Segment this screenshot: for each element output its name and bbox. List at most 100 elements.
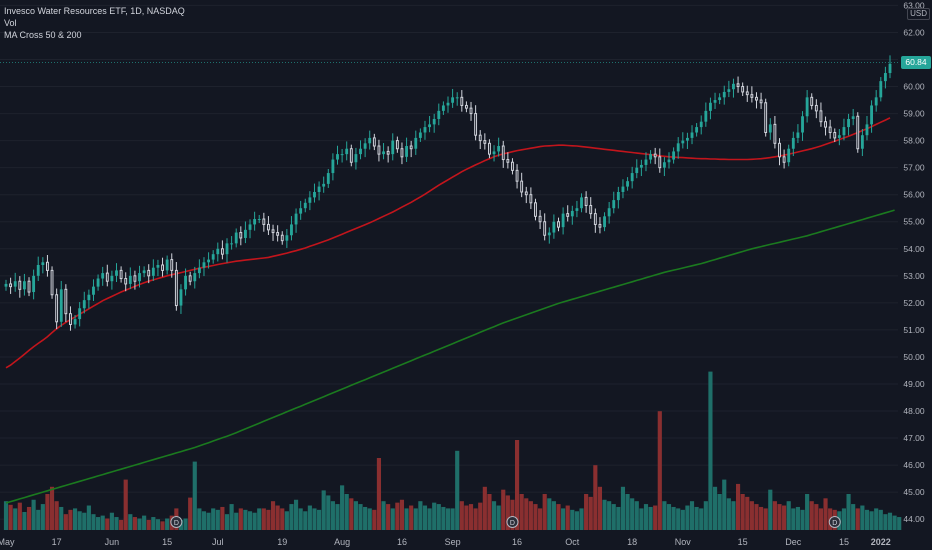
volume-bar bbox=[165, 518, 170, 530]
volume-bar bbox=[685, 505, 690, 530]
candle-body bbox=[584, 196, 588, 207]
volume-bar bbox=[657, 411, 662, 530]
volume-bar bbox=[722, 479, 727, 530]
candle-body bbox=[418, 132, 422, 138]
volume-bar bbox=[699, 508, 704, 530]
volume-bar bbox=[82, 512, 87, 530]
candle-body bbox=[764, 102, 768, 134]
x-tick-label: 19 bbox=[277, 537, 287, 547]
candle-body bbox=[87, 294, 91, 301]
volume-bar bbox=[418, 501, 423, 530]
volume-bar bbox=[671, 506, 676, 530]
x-tick-label: 15 bbox=[162, 537, 172, 547]
candle-body bbox=[290, 224, 293, 236]
candle-body bbox=[879, 81, 883, 98]
x-tick-label: Nov bbox=[675, 537, 692, 547]
volume-bar bbox=[280, 508, 285, 530]
y-tick-label: 63.00 bbox=[903, 0, 925, 10]
y-tick-label: 54.00 bbox=[903, 244, 925, 254]
candle-body bbox=[796, 132, 800, 138]
candle-body bbox=[851, 116, 855, 119]
y-tick-label: 59.00 bbox=[903, 109, 925, 119]
volume-bar bbox=[340, 485, 345, 530]
candle-body bbox=[543, 221, 547, 236]
volume-bar bbox=[289, 504, 294, 530]
candle-body bbox=[382, 151, 385, 155]
candle-body bbox=[193, 273, 197, 282]
volume-bar bbox=[432, 502, 437, 530]
candle-body bbox=[791, 137, 795, 149]
currency-badge[interactable]: USD bbox=[907, 8, 930, 20]
candle-body bbox=[833, 132, 837, 139]
candle-body bbox=[13, 281, 17, 287]
candle-body bbox=[441, 105, 445, 111]
candle-body bbox=[142, 270, 146, 274]
candle-body bbox=[750, 94, 754, 98]
volume-bar bbox=[588, 496, 593, 530]
candle-body bbox=[41, 262, 45, 265]
symbol-title[interactable]: Invesco Water Resources ETF, 1D, NASDAQ bbox=[4, 6, 185, 16]
candle-body bbox=[805, 97, 809, 117]
volume-bar bbox=[579, 508, 584, 530]
volume-legend[interactable]: Vol bbox=[4, 18, 17, 28]
volume-bar bbox=[119, 519, 124, 530]
candle-body bbox=[174, 269, 178, 307]
volume-bar bbox=[229, 504, 234, 530]
x-tick-label: Dec bbox=[785, 537, 802, 547]
volume-bar bbox=[349, 498, 354, 530]
candle-body bbox=[713, 100, 717, 103]
candle-body bbox=[262, 218, 266, 225]
candle-body bbox=[828, 126, 832, 133]
candle-body bbox=[529, 194, 533, 204]
volume-bar bbox=[155, 519, 161, 530]
candle-body bbox=[570, 210, 574, 217]
y-tick-label: 44.00 bbox=[903, 514, 925, 524]
volume-bar bbox=[330, 501, 335, 530]
candle-body bbox=[842, 127, 846, 136]
volume-bar bbox=[712, 486, 718, 530]
volume-bar bbox=[40, 504, 45, 530]
candle-body bbox=[133, 275, 137, 282]
ma-cross-legend[interactable]: MA Cross 50 & 200 bbox=[4, 30, 82, 40]
candle-body bbox=[865, 124, 869, 136]
candle-body bbox=[695, 127, 699, 133]
x-tick-label: Jun bbox=[105, 537, 120, 547]
candle-body bbox=[230, 243, 234, 245]
candle-body bbox=[649, 154, 653, 160]
volume-bar bbox=[768, 489, 773, 530]
candle-body bbox=[819, 110, 823, 123]
candle-body bbox=[607, 208, 611, 217]
candle-body bbox=[271, 229, 275, 234]
volume-bar bbox=[238, 508, 243, 530]
dividend-marker bbox=[170, 516, 183, 528]
candle-body bbox=[658, 156, 662, 169]
y-tick-label: 45.00 bbox=[903, 487, 925, 497]
candle-body bbox=[69, 313, 72, 325]
candle-body bbox=[464, 104, 468, 109]
volume-bar bbox=[547, 498, 552, 530]
volume-bar bbox=[482, 486, 487, 530]
volume-bar bbox=[390, 508, 395, 530]
candle-body bbox=[280, 234, 284, 242]
volume-bar bbox=[13, 508, 18, 530]
candle-body bbox=[888, 63, 892, 74]
candle-body bbox=[138, 273, 141, 282]
volume-bar bbox=[791, 508, 796, 530]
volume-bar bbox=[307, 505, 312, 530]
candle-body bbox=[488, 142, 491, 155]
candle-body bbox=[276, 232, 280, 236]
candle-body bbox=[501, 145, 505, 161]
candle-body bbox=[699, 121, 703, 128]
candle-body bbox=[239, 232, 243, 239]
volume-bar bbox=[128, 514, 133, 530]
volume-bar bbox=[298, 508, 303, 530]
volume-bar bbox=[146, 519, 151, 530]
volume-bar bbox=[616, 506, 621, 530]
candle-body bbox=[345, 148, 349, 155]
x-tick-label: 17 bbox=[52, 537, 62, 547]
candle-body bbox=[612, 200, 616, 209]
volume-bar bbox=[123, 479, 128, 530]
candle-body bbox=[197, 267, 201, 274]
y-tick-label: 47.00 bbox=[903, 433, 925, 443]
